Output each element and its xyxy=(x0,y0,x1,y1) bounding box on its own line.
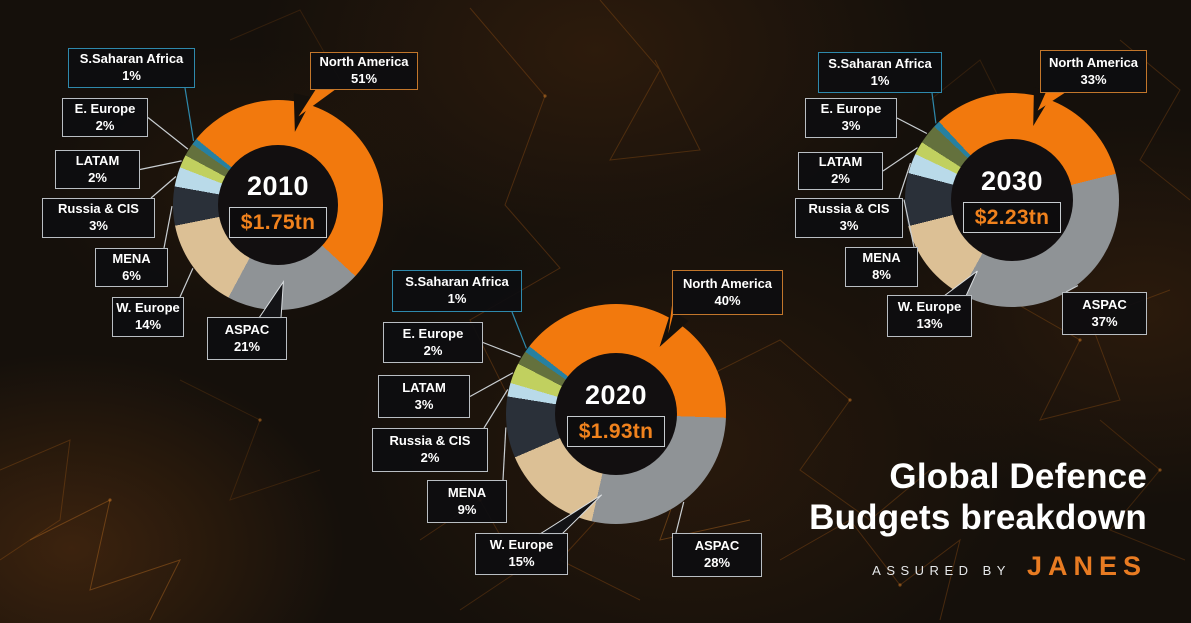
assured-by-row: ASSURED BY JANES xyxy=(809,551,1147,582)
donut-hole-2030: 2030 $2.23tn xyxy=(951,139,1073,261)
donut-hole-2010: 2010 $1.75tn xyxy=(218,145,338,265)
title-block: Global Defence Budgets breakdown ASSURED… xyxy=(809,456,1147,582)
chart-total-value: $2.23tn xyxy=(974,205,1050,229)
chart-year: 2010 xyxy=(246,170,310,201)
assured-by-text: ASSURED BY xyxy=(872,563,1011,578)
chart-total-badge: $1.75tn xyxy=(228,206,328,238)
chart-year: 2030 xyxy=(980,165,1044,196)
chart-total-value: $1.75tn xyxy=(240,210,316,234)
donut-chart-2020: 2020 $1.93tn xyxy=(506,304,726,524)
page-title-line-2: Budgets breakdown xyxy=(809,498,1147,537)
chart-total-value: $1.93tn xyxy=(578,419,654,443)
chart-total-badge: $2.23tn xyxy=(962,201,1062,233)
donut-hole-2020: 2020 $1.93tn xyxy=(555,353,677,475)
chart-year: 2020 xyxy=(584,379,648,410)
donut-chart-2030: 2030 $2.23tn xyxy=(905,93,1119,307)
chart-total-badge: $1.93tn xyxy=(566,415,666,447)
page-title-line-1: Global Defence xyxy=(889,457,1147,496)
janes-logo: JANES xyxy=(1026,551,1147,581)
donut-chart-2010: 2010 $1.75tn xyxy=(173,100,383,310)
